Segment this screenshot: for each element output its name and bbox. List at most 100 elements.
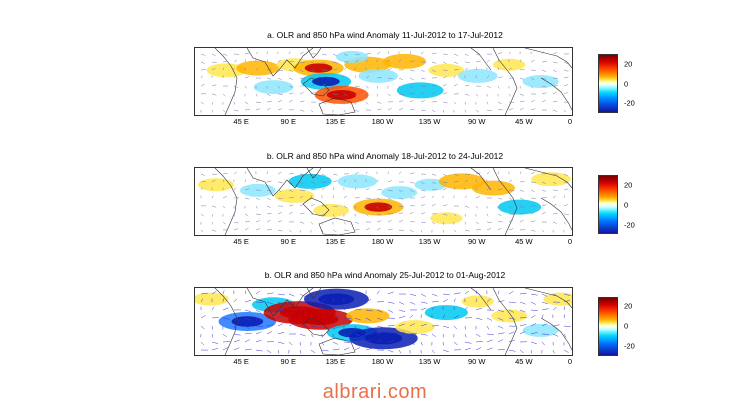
wind-arrow-3-132 — [531, 315, 535, 318]
wind-arrow-3-169 — [564, 326, 571, 327]
wind-arrow-2-196 — [487, 214, 488, 216]
wind-arrow-1-150 — [355, 86, 360, 87]
wind-arrow-2-1 — [212, 174, 217, 175]
wind-arrow-3-86 — [399, 310, 405, 312]
wind-arrow-3-69 — [212, 307, 214, 310]
colorbar-1 — [598, 54, 618, 113]
wind-arrow-3-88 — [421, 308, 426, 310]
wind-arrow-1-106 — [245, 77, 249, 78]
wind-arrow-3-133 — [542, 315, 543, 318]
anomaly-1-2 — [254, 80, 294, 94]
wind-arrow-3-64 — [531, 302, 536, 305]
wind-arrow-1-17 — [388, 52, 389, 54]
wind-arrow-3-92 — [465, 307, 468, 310]
wind-arrow-3-209 — [256, 340, 262, 342]
wind-arrow-1-137 — [212, 85, 216, 86]
wind-arrow-2-201 — [542, 212, 546, 214]
wind-arrow-2-22 — [443, 174, 446, 176]
wind-arrow-1-256 — [399, 108, 403, 110]
wind-arrow-3-121 — [410, 315, 413, 318]
panel-title-3: b. OLR and 850 hPa wind Anomaly 25-Jul-2… — [160, 270, 610, 280]
wind-arrow-3-27 — [498, 291, 499, 294]
anomaly-3-12 — [491, 309, 527, 322]
wind-arrow-1-260 — [443, 110, 444, 112]
wind-arrow-3-7 — [278, 294, 285, 295]
wind-arrow-3-256 — [399, 350, 401, 353]
anomaly-3-7 — [346, 308, 389, 323]
wind-arrow-3-239 — [212, 348, 218, 350]
wind-arrow-1-0 — [201, 54, 205, 55]
wind-arrow-2-155 — [410, 205, 415, 206]
wind-arrow-3-8 — [289, 294, 294, 296]
x-tick-3-5: 90 W — [468, 357, 486, 366]
wind-arrow-3-216 — [333, 342, 338, 344]
wind-arrow-2-106 — [245, 198, 249, 199]
anomaly-2-11 — [498, 200, 541, 215]
colorbar-1-label-top: 20 — [624, 60, 632, 69]
wind-arrow-1-172 — [223, 94, 225, 96]
wind-arrow-3-137 — [212, 326, 213, 329]
x-tick-3-3: 180 W — [372, 357, 394, 366]
wind-arrow-1-159 — [454, 84, 458, 86]
wind-arrow-2-264 — [487, 229, 491, 230]
wind-arrow-1-244 — [267, 108, 270, 110]
wind-arrow-3-30 — [531, 294, 538, 295]
anomaly-3-10 — [425, 305, 468, 320]
wind-arrow-3-2 — [223, 291, 224, 294]
x-tick-3-1: 90 E — [281, 357, 296, 366]
wind-arrow-3-127 — [476, 318, 482, 320]
wind-arrow-2-107 — [256, 198, 260, 200]
x-tick-1-5: 90 W — [468, 117, 486, 126]
colorbar-1-label-bottom: -20 — [624, 99, 635, 108]
wind-arrow-2-46 — [333, 181, 337, 182]
wind-arrow-1-224 — [421, 100, 425, 102]
anomaly-2-7 — [381, 186, 417, 199]
wind-arrow-3-224 — [421, 342, 422, 345]
wind-arrow-2-138 — [223, 206, 225, 208]
wind-arrow-1-87 — [410, 70, 414, 71]
wind-arrow-1-15 — [366, 53, 371, 54]
wind-arrow-1-64 — [531, 60, 534, 62]
anomaly-2-10 — [472, 181, 515, 196]
wind-arrow-1-264 — [487, 110, 492, 111]
wind-arrow-2-157 — [432, 204, 436, 206]
wind-arrow-2-221 — [388, 220, 392, 222]
wind-arrow-3-37 — [234, 299, 237, 302]
wind-arrow-2-230 — [487, 222, 492, 223]
wind-arrow-1-252 — [355, 110, 359, 112]
wind-arrow-1-16 — [377, 52, 380, 54]
wind-arrow-3-175 — [256, 332, 261, 334]
wind-arrow-3-23 — [454, 293, 461, 294]
x-tick-1-1: 90 E — [281, 117, 296, 126]
wind-arrow-1-135 — [564, 77, 568, 78]
wind-arrow-1-220 — [377, 102, 381, 103]
wind-arrow-2-117 — [366, 198, 371, 199]
wind-arrow-3-85 — [388, 310, 393, 312]
wind-arrow-1-158 — [443, 84, 447, 86]
x-tick-2-5: 90 W — [468, 237, 486, 246]
wind-arrow-3-242 — [245, 349, 252, 350]
wind-arrow-1-271 — [564, 110, 566, 112]
wind-arrow-1-201 — [542, 93, 546, 94]
wind-arrow-2-141 — [256, 206, 257, 208]
wind-arrow-1-140 — [245, 86, 247, 88]
wind-arrow-3-192 — [443, 334, 444, 337]
wind-arrow-3-103 — [212, 317, 219, 318]
x-tick-3-7: 0 — [568, 357, 572, 366]
wind-arrow-3-29 — [520, 293, 527, 294]
wind-arrow-1-99 — [542, 70, 546, 72]
wind-arrow-1-248 — [311, 110, 313, 112]
x-tick-2-3: 180 W — [372, 237, 394, 246]
wind-arrow-2-135 — [564, 196, 565, 198]
anomaly-1-12 — [458, 69, 498, 83]
wind-arrow-2-40 — [267, 181, 272, 182]
wind-arrow-2-236 — [553, 222, 557, 224]
wind-arrow-2-265 — [498, 228, 501, 230]
wind-arrow-1-222 — [399, 101, 403, 102]
wind-arrow-2-176 — [267, 213, 272, 214]
map-panel-1 — [194, 47, 573, 116]
wind-arrow-2-269 — [542, 230, 544, 232]
wind-arrow-2-18 — [399, 172, 401, 174]
wind-arrow-1-194 — [465, 94, 469, 95]
wind-arrow-1-136 — [201, 84, 205, 86]
